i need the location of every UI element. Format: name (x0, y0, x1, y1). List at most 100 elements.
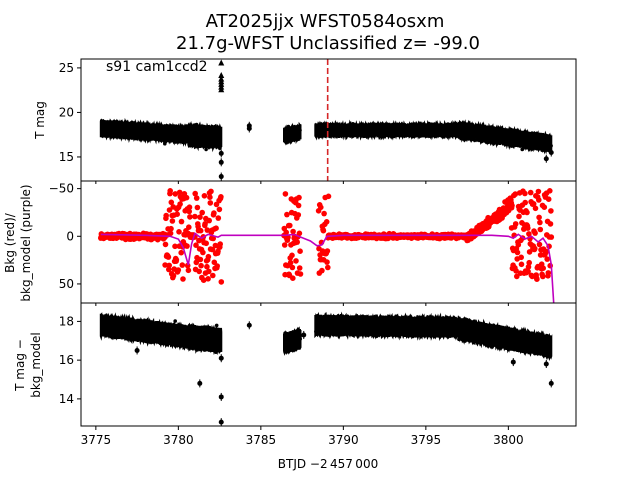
lightcurve-point (151, 126, 156, 130)
lightcurve-point (196, 132, 200, 137)
background-point (184, 243, 190, 249)
lightcurve-point (499, 341, 504, 346)
x-axis-label: BTJD −2 457 000 (278, 457, 378, 471)
lightcurve-point (197, 343, 201, 347)
background-point (518, 261, 525, 268)
lightcurve-point (489, 329, 494, 334)
outlier-point (134, 347, 140, 353)
background-point (210, 272, 216, 279)
lightcurve-point (459, 127, 463, 131)
lightcurve-point (366, 130, 370, 134)
background-point (532, 230, 538, 236)
background-point (185, 267, 192, 274)
lightcurve-point (364, 332, 369, 337)
lightcurve-point (382, 129, 386, 134)
lightcurve-point (173, 337, 178, 341)
background-point (176, 189, 183, 196)
lightcurve-point (467, 329, 471, 334)
lightcurve-point (316, 128, 321, 133)
lightcurve-point (536, 333, 541, 337)
background-point (287, 222, 293, 229)
lightcurve-point (108, 130, 113, 135)
background-point (547, 188, 553, 194)
background-point (200, 277, 207, 284)
outlier-point (218, 174, 224, 180)
lightcurve-point (483, 341, 487, 346)
background-point (197, 214, 203, 220)
top-panel: 15 20 25 s91 cam1ccd2 T mag (33, 58, 577, 182)
background-point (163, 212, 169, 219)
lightcurve-point (336, 329, 340, 334)
outlier-point (246, 322, 252, 328)
bottom-panel-ylabel-line-1: T mag − (13, 339, 27, 392)
lightcurve-point (100, 132, 104, 136)
lightcurve-point (204, 333, 208, 338)
background-point (296, 230, 303, 237)
lightcurve-point (539, 336, 544, 340)
outlier-point (246, 123, 252, 129)
lightcurve-point (121, 125, 125, 129)
lightcurve-point (547, 142, 551, 147)
background-point (165, 254, 172, 260)
background-point (524, 209, 530, 216)
background-point (295, 212, 302, 218)
lightcurve-point (521, 138, 525, 143)
background-point (208, 188, 214, 195)
lightcurve-point (186, 326, 191, 331)
outlier-point (548, 150, 554, 156)
lightcurve-point (418, 330, 422, 335)
lightcurve-point (108, 121, 112, 125)
y-tick-label: 14 (59, 392, 74, 406)
middle-panel-frame (80, 180, 577, 304)
lightcurve-point (505, 135, 510, 140)
x-axis-ticks: 3775 3780 3785 3790 3795 3800 (81, 181, 524, 447)
background-point (167, 188, 173, 194)
background-point (318, 204, 324, 211)
background-point (541, 204, 548, 210)
background-point (321, 210, 327, 217)
lightcurve-point (370, 131, 375, 135)
lightcurve-point (360, 324, 365, 328)
lightcurve-point (431, 327, 435, 331)
lightcurve-point (145, 123, 149, 128)
background-point (162, 262, 168, 268)
bottom-panel-y-ticks: 14 16 18 (59, 314, 81, 406)
lightcurve-point (359, 128, 363, 132)
lightcurve-point (426, 130, 430, 134)
lightcurve-point (530, 334, 535, 339)
lightcurve-point (389, 125, 394, 129)
outlier-point (548, 380, 554, 386)
lightcurve-point (414, 329, 419, 333)
lightcurve-point (213, 141, 218, 145)
lightcurve-point (285, 334, 289, 338)
background-point (166, 262, 172, 269)
outlier-point (301, 332, 307, 338)
lightcurve-point (450, 125, 455, 130)
lightcurve-point (179, 138, 184, 143)
y-tick-label: 18 (59, 314, 74, 328)
lightcurve-point (119, 322, 123, 327)
lightcurve-point (501, 138, 505, 142)
lightcurve-point (384, 317, 389, 322)
lightcurve-point (216, 136, 221, 140)
background-point (214, 263, 220, 269)
background-point (169, 218, 176, 224)
outlier-point (543, 361, 549, 367)
lightcurve-point (133, 326, 137, 330)
middle-panel: 50 0 −50 Bkg (red)/ bkg_model (purple) (3, 180, 577, 304)
lightcurve-point (173, 140, 178, 144)
background-point (536, 214, 542, 221)
lightcurve-point (217, 333, 221, 338)
lightcurve-point (450, 329, 454, 333)
y-tick-label: 16 (59, 353, 74, 367)
lightcurve-point (370, 324, 375, 329)
lightcurve-point (525, 347, 530, 351)
lightcurve-point (142, 330, 147, 335)
lightcurve-point (468, 130, 472, 134)
lightcurve-point (482, 132, 487, 137)
background-point (168, 225, 174, 232)
lightcurve-point (163, 331, 167, 336)
lightcurve-point (515, 334, 519, 339)
lightcurve-point (186, 335, 191, 340)
lightcurve-point (503, 131, 507, 136)
